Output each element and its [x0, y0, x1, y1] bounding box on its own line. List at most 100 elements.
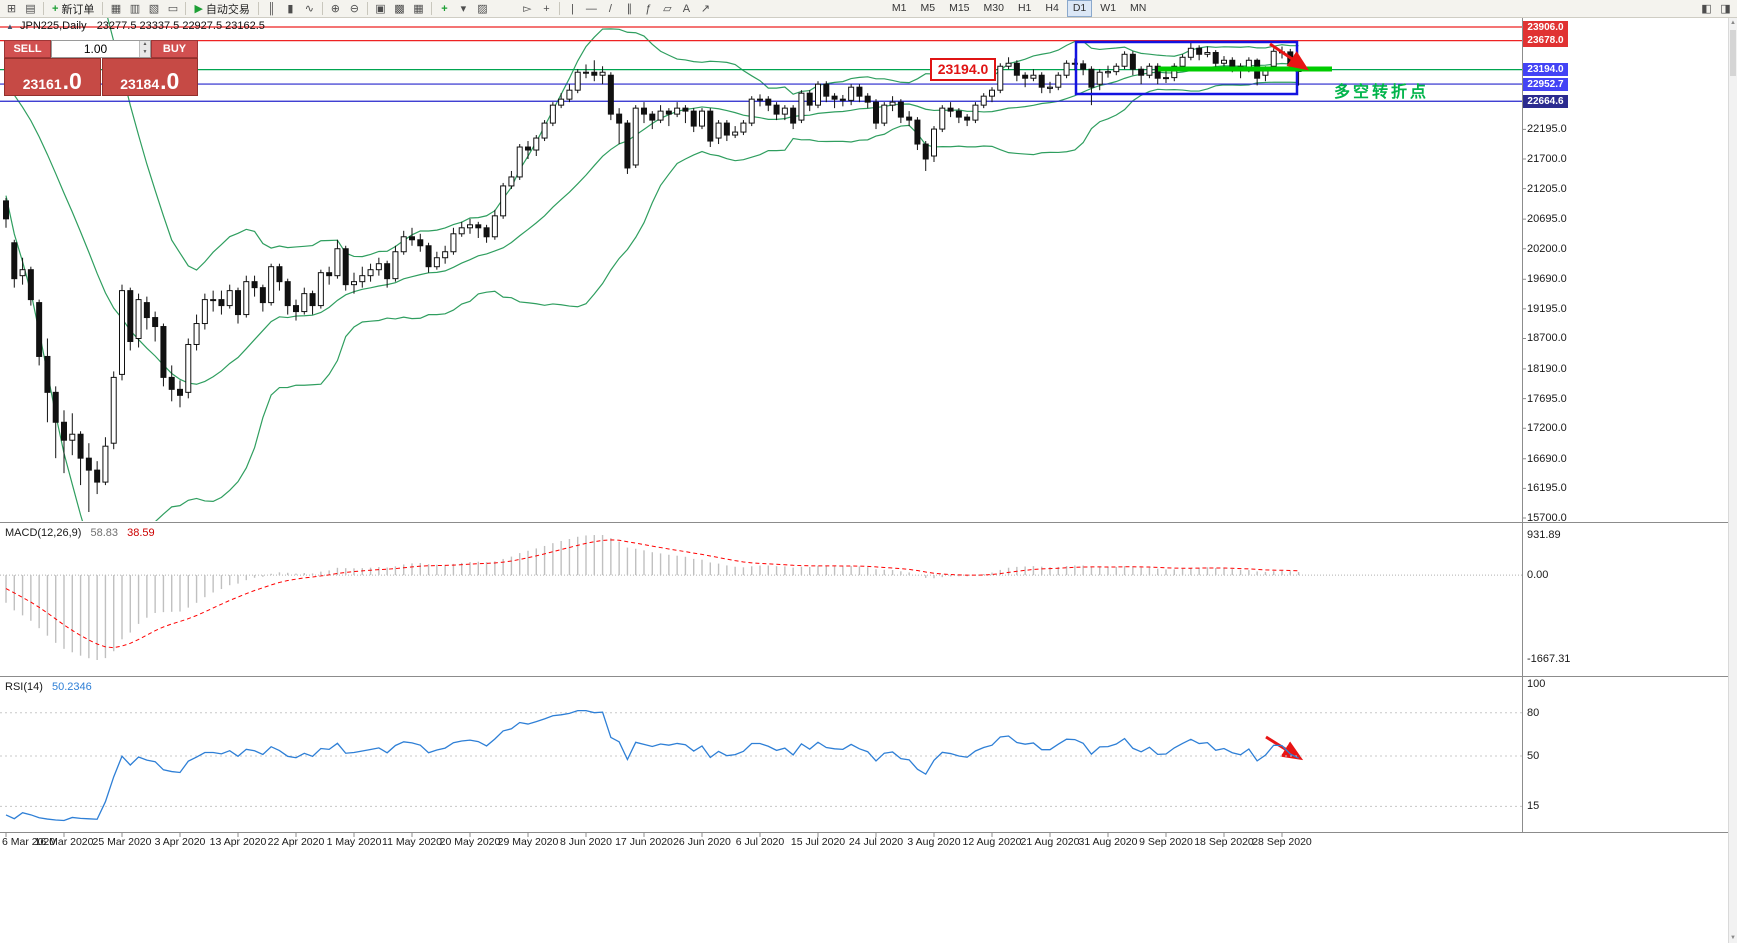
price-tick-label: 18190.0 — [1527, 363, 1567, 375]
sell-button[interactable]: SELL — [4, 40, 51, 58]
timeframe-m15-button[interactable]: M15 — [949, 2, 970, 14]
buy-button[interactable]: BUY — [151, 40, 198, 58]
date-label: 17 Jun 2020 — [615, 836, 673, 848]
price-tick-label: 19195.0 — [1527, 302, 1567, 315]
text-label-icon[interactable]: A — [682, 2, 691, 15]
price-tick-label: 20200.0 — [1527, 242, 1567, 255]
date-label: 21 Aug 2020 — [1020, 836, 1080, 848]
rsi-axis-label: 50 — [1527, 750, 1540, 762]
macd-axis-max: 931.89 — [1527, 529, 1561, 541]
volume-input[interactable] — [52, 41, 139, 57]
new-order-button[interactable]: + 新订单 — [47, 1, 99, 17]
timeframe-m30-button[interactable]: M30 — [983, 2, 1004, 14]
equidistant-channel-icon[interactable]: ∥ — [626, 3, 633, 15]
chart-title: ▲ JPN225,Daily 23277.5 23337.5 22927.5 2… — [6, 20, 265, 32]
scrollbar-thumb[interactable] — [1730, 30, 1736, 76]
fibonacci-icon[interactable]: ƒ — [645, 2, 652, 15]
timeframe-d1-button[interactable]: D1 — [1066, 0, 1093, 17]
timeframe-m1-button[interactable]: M1 — [891, 2, 907, 14]
sell-price-button[interactable]: 23161 .0 — [4, 58, 101, 96]
candlestick-mode-icon[interactable]: ▮ — [287, 3, 294, 15]
date-label: 8 Jun 2020 — [560, 836, 612, 848]
templates-icon[interactable]: ▨ — [477, 3, 488, 15]
new-chart-icon[interactable]: ⊞ — [6, 3, 17, 15]
macd-axis-min: -1667.31 — [1527, 653, 1571, 665]
toolbar: ⊞ ▤ + 新订单 ▦ ▥ ▧ ▭ ▶ 自动交易 ║ ▮ ∿ ⊕ ⊖ ▣ ▩ ▦ + ▾ ▨ ▻ + | — / ∥ ƒ ▱ A ↗ M1 M5… — [0, 0, 1737, 18]
toolbar-right-group: ◧ ◨ — [1697, 1, 1735, 17]
date-label: 11 May 2020 — [382, 836, 442, 848]
buy-price-button[interactable]: 23184 .0 — [101, 58, 198, 96]
date-label: 18 Sep 2020 — [1194, 836, 1254, 848]
timeframe-h1-button[interactable]: H1 — [1017, 2, 1032, 14]
date-label: 9 Sep 2020 — [1139, 836, 1193, 848]
cursor-icon[interactable]: ▻ — [523, 3, 532, 15]
date-label: 29 May 2020 — [497, 836, 559, 848]
date-label: 13 Apr 2020 — [209, 836, 267, 848]
price-chip: 23678.0 — [1523, 34, 1568, 48]
timeframe-w1-button[interactable]: W1 — [1100, 2, 1117, 14]
chart-grid-icon[interactable]: ▦ — [413, 3, 424, 15]
auto-arrange-icon[interactable]: ▩ — [394, 3, 405, 15]
auto-trading-icon: ▶ — [194, 3, 203, 15]
toolbar-separator — [43, 2, 44, 15]
market-watch-icon[interactable]: ▦ — [110, 3, 122, 15]
zoom-in-icon[interactable]: ⊕ — [330, 3, 341, 15]
price-tick-label: 18700.0 — [1527, 332, 1567, 345]
toolbar-separator — [558, 2, 560, 15]
volume-down-button[interactable]: ▼ — [139, 49, 150, 57]
shapes-icon[interactable]: ▱ — [663, 3, 672, 15]
toolbar-separator — [257, 2, 259, 15]
date-label: 16 Mar 2020 — [34, 836, 94, 848]
auto-trading-button[interactable]: ▶ 自动交易 — [189, 1, 254, 17]
scroll-down-icon[interactable]: ▼ — [1730, 935, 1736, 941]
toolbar-separator — [366, 2, 368, 15]
arrow-objects-icon[interactable]: ↗ — [700, 3, 711, 15]
volume-up-button[interactable]: ▲ — [139, 41, 150, 49]
terminal-icon[interactable]: ▭ — [167, 3, 179, 15]
crosshair-icon[interactable]: + — [543, 2, 550, 15]
date-label: 6 Jul 2020 — [735, 836, 785, 848]
horizontal-line-icon[interactable]: — — [585, 2, 597, 15]
price-tick-label: 16195.0 — [1527, 482, 1567, 495]
trendline-icon[interactable]: / — [608, 2, 612, 15]
symbol-timeframe-label: JPN225,Daily — [19, 20, 87, 32]
indicators-icon[interactable]: + — [441, 2, 448, 15]
price-chip: 23906.0 — [1523, 20, 1568, 34]
date-label: 28 Sep 2020 — [1252, 836, 1312, 848]
auto-scroll-icon[interactable]: ◨ — [1720, 3, 1731, 15]
profiles-icon[interactable]: ▤ — [25, 3, 36, 15]
navigator-icon[interactable]: ▧ — [148, 3, 160, 15]
price-tick-label: 17695.0 — [1527, 392, 1567, 405]
rsi-value: 50.2346 — [51, 681, 92, 693]
date-label: 31 Aug 2020 — [1078, 836, 1138, 848]
price-tick-label: 17200.0 — [1527, 422, 1567, 435]
timeframe-mn-button[interactable]: MN — [1130, 2, 1147, 14]
turning-point-text: 多空转折点 — [1334, 84, 1430, 101]
price-tick-label: 15700.0 — [1527, 512, 1567, 524]
sell-price-frac: .0 — [62, 68, 82, 95]
bar-chart-mode-icon[interactable]: ║ — [267, 2, 276, 15]
scroll-up-icon[interactable]: ▲ — [1730, 20, 1736, 26]
zoom-out-icon[interactable]: ⊖ — [349, 3, 360, 15]
date-label: 12 Aug 2020 — [962, 836, 1022, 848]
new-order-icon: + — [52, 2, 59, 15]
timeframe-h4-button[interactable]: H4 — [1045, 2, 1059, 14]
timeframe-m5-button[interactable]: M5 — [920, 2, 936, 14]
date-label: 1 May 2020 — [326, 836, 382, 848]
rsi-label: RSI(14) — [5, 681, 43, 693]
data-window-icon[interactable]: ▥ — [129, 3, 141, 15]
line-chart-mode-icon[interactable]: ∿ — [304, 3, 315, 15]
periods-dropdown-icon[interactable]: ▾ — [460, 3, 467, 15]
vertical-scrollbar[interactable]: ▲ ▼ — [1728, 18, 1737, 943]
date-label: 6 Mar 2020 — [2, 836, 56, 848]
macd-panel-label: MACD(12,26,9) 58.83 38.59 — [5, 527, 155, 539]
toolbar-separator — [321, 2, 323, 15]
chart-shift-icon[interactable]: ◧ — [1701, 3, 1712, 15]
price-chip: 22952.7 — [1523, 77, 1568, 91]
buy-price-frac: .0 — [160, 68, 180, 95]
vertical-line-icon[interactable]: | — [570, 2, 574, 15]
sell-price-int: 23161 — [22, 75, 62, 92]
price-chip: 23194.0 — [1523, 63, 1568, 77]
tile-windows-icon[interactable]: ▣ — [375, 3, 386, 15]
